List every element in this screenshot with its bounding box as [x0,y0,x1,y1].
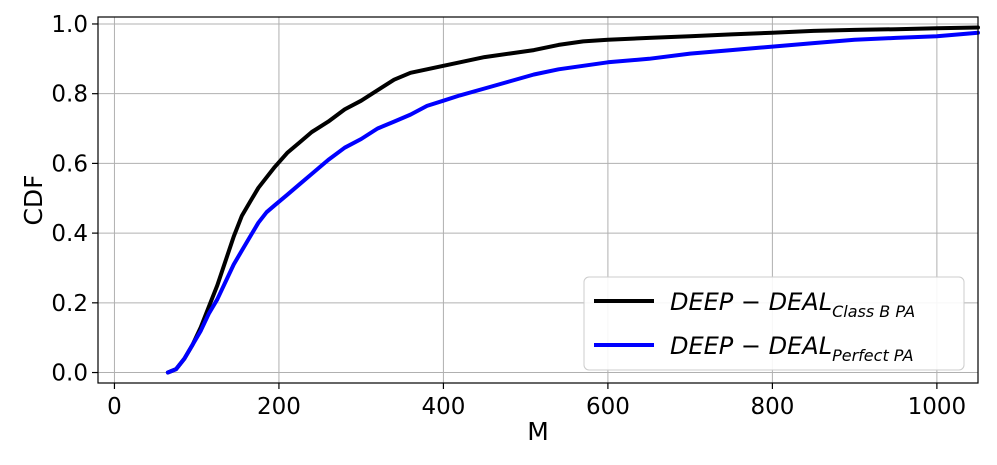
plot-frame [97,16,979,384]
legend: DEEP − DEALClass B PA DEEP − DEALPerfect … [583,276,965,371]
x-axis-label: M [527,417,549,446]
series-line-2 [165,30,980,375]
x-tick-label: 1000 [908,394,967,420]
y-tick-label: 0.8 [51,82,88,108]
legend-label-2: DEEP − DEALPerfect PA [670,332,914,365]
x-tick-label: 600 [586,394,630,420]
y-axis-ticks: 0.0 0.2 0.4 0.6 0.8 1.0 [51,12,98,387]
y-tick-label: 0.4 [51,221,88,247]
y-tick-label: 0.0 [51,361,88,387]
x-tick-label: 400 [421,394,465,420]
x-axis-ticks: 0 200 400 600 800 1000 [107,383,966,420]
series-line-1 [165,25,980,375]
x-tick-label: 0 [107,394,122,420]
series-lines [165,25,980,375]
y-tick-label: 0.6 [51,151,88,177]
y-axis-label: CDF [19,174,48,225]
legend-label-1: DEEP − DEALClass B PA [670,288,915,321]
legend-box [583,276,965,371]
y-tick-label: 0.2 [51,291,88,317]
y-tick-label: 1.0 [51,12,88,38]
grid [98,17,978,383]
x-tick-label: 800 [750,394,794,420]
x-tick-label: 200 [257,394,301,420]
